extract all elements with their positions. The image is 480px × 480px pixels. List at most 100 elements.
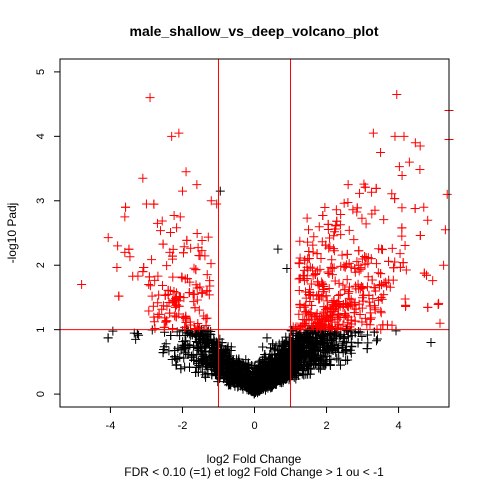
data-point bbox=[171, 295, 181, 305]
data-point bbox=[287, 359, 297, 369]
data-point bbox=[361, 219, 371, 229]
data-point bbox=[325, 242, 335, 252]
data-point bbox=[282, 263, 292, 273]
data-point bbox=[376, 269, 386, 279]
data-point bbox=[206, 259, 216, 269]
data-point bbox=[188, 350, 198, 360]
data-point bbox=[194, 305, 204, 315]
data-point bbox=[192, 228, 202, 238]
data-point bbox=[303, 265, 313, 275]
data-point bbox=[161, 339, 171, 349]
data-point bbox=[332, 353, 342, 363]
data-point bbox=[225, 359, 235, 369]
data-point bbox=[199, 311, 209, 321]
data-point bbox=[329, 244, 339, 254]
data-point bbox=[178, 248, 188, 258]
data-point bbox=[362, 330, 372, 340]
data-point bbox=[415, 164, 425, 174]
data-point bbox=[323, 219, 333, 229]
data-point bbox=[144, 306, 154, 316]
data-point bbox=[169, 211, 179, 221]
data-point bbox=[304, 253, 314, 263]
data-point bbox=[139, 263, 149, 273]
data-point bbox=[318, 211, 328, 221]
data-point bbox=[293, 347, 303, 357]
data-point bbox=[316, 361, 326, 371]
data-point bbox=[114, 291, 124, 301]
data-point bbox=[314, 363, 324, 373]
data-point bbox=[312, 337, 322, 347]
data-point bbox=[365, 301, 375, 311]
data-point bbox=[410, 204, 420, 214]
data-point bbox=[171, 312, 181, 322]
data-point bbox=[234, 375, 244, 385]
data-point bbox=[267, 382, 277, 392]
data-point bbox=[287, 326, 297, 336]
data-point bbox=[369, 327, 379, 337]
data-point bbox=[315, 264, 325, 274]
data-point bbox=[325, 233, 335, 243]
data-point bbox=[317, 279, 327, 289]
data-point bbox=[249, 367, 259, 377]
data-point bbox=[77, 280, 87, 290]
data-point bbox=[293, 363, 303, 373]
data-point bbox=[177, 272, 187, 282]
data-point bbox=[348, 205, 358, 215]
data-point bbox=[103, 233, 113, 243]
data-point bbox=[168, 272, 178, 282]
data-point bbox=[320, 358, 330, 368]
data-point bbox=[353, 338, 363, 348]
data-point bbox=[169, 287, 179, 297]
data-point bbox=[201, 321, 211, 331]
data-point bbox=[308, 321, 318, 331]
data-point bbox=[208, 342, 218, 352]
data-point bbox=[367, 275, 377, 285]
data-point bbox=[338, 300, 348, 310]
data-point bbox=[179, 293, 189, 303]
data-point bbox=[293, 331, 303, 341]
data-point bbox=[153, 271, 163, 281]
data-point bbox=[321, 240, 331, 250]
data-point bbox=[182, 274, 192, 284]
data-point bbox=[160, 290, 170, 300]
data-point bbox=[343, 198, 353, 208]
data-point bbox=[334, 355, 344, 365]
data-point bbox=[346, 326, 356, 336]
data-point bbox=[269, 376, 279, 386]
data-point bbox=[343, 288, 353, 298]
data-point bbox=[346, 348, 356, 358]
data-point bbox=[273, 346, 283, 356]
data-point bbox=[397, 203, 407, 213]
data-point bbox=[112, 262, 122, 272]
data-point bbox=[197, 235, 207, 245]
data-point bbox=[128, 271, 138, 281]
data-point bbox=[381, 277, 391, 287]
data-point bbox=[352, 203, 362, 213]
data-point bbox=[295, 273, 305, 283]
data-point bbox=[160, 313, 170, 323]
data-point bbox=[195, 282, 205, 292]
data-point bbox=[440, 225, 450, 235]
data-point bbox=[172, 223, 182, 233]
data-point bbox=[385, 282, 395, 292]
data-point bbox=[175, 331, 185, 341]
data-point bbox=[284, 357, 294, 367]
data-point bbox=[226, 360, 236, 370]
data-point bbox=[179, 353, 189, 363]
data-point bbox=[400, 241, 410, 251]
data-point bbox=[262, 333, 272, 343]
data-point bbox=[321, 291, 331, 301]
data-point bbox=[422, 270, 432, 280]
data-point bbox=[360, 313, 370, 323]
data-point bbox=[197, 288, 207, 298]
data-point bbox=[326, 342, 336, 352]
data-point bbox=[343, 180, 353, 190]
data-point bbox=[268, 362, 278, 372]
data-point bbox=[305, 287, 315, 297]
data-point bbox=[235, 369, 245, 379]
data-point bbox=[149, 317, 159, 327]
data-point bbox=[181, 317, 191, 327]
data-point bbox=[282, 362, 292, 372]
data-point bbox=[290, 343, 300, 353]
data-point bbox=[313, 290, 323, 300]
